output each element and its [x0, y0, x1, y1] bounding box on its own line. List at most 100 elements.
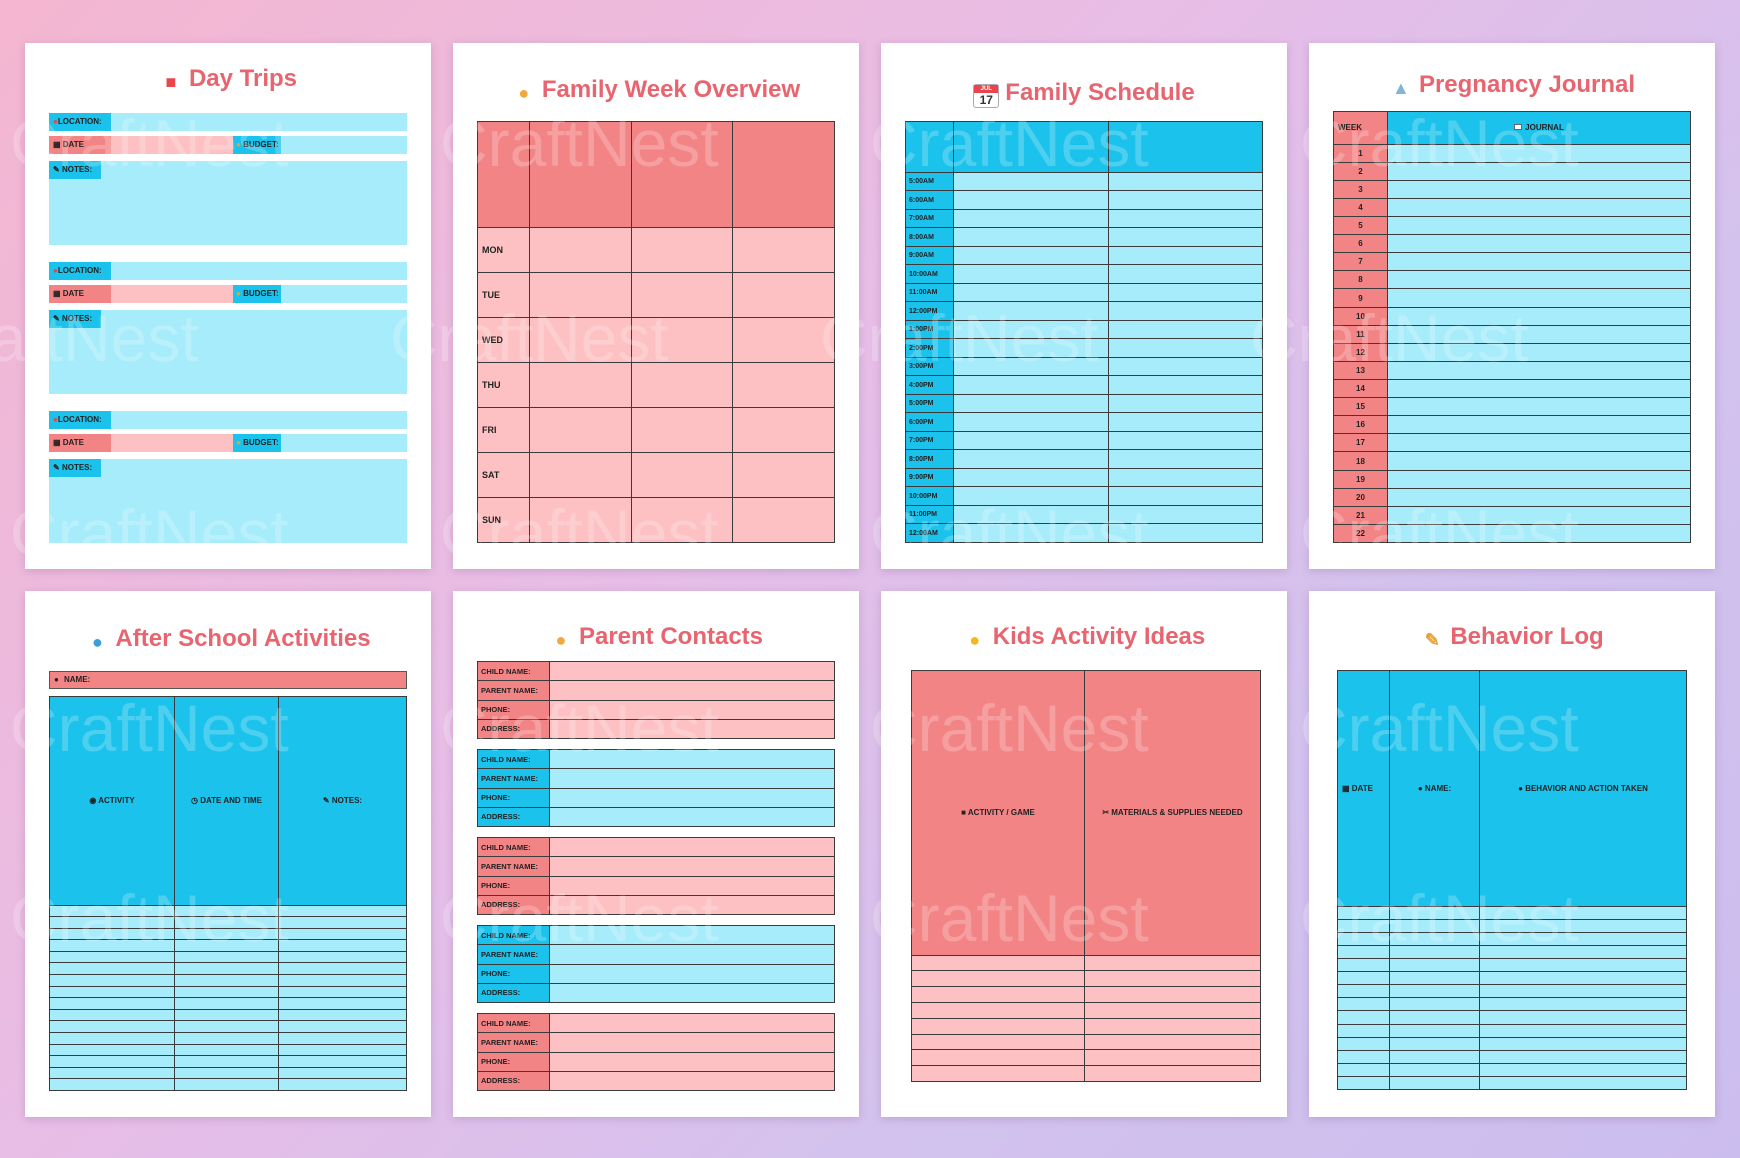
day-cell[interactable] [732, 272, 835, 319]
contact-field-value[interactable] [549, 963, 835, 984]
day-cell[interactable] [732, 496, 835, 544]
activity-cell[interactable] [49, 1066, 175, 1080]
behavior-cell[interactable] [1479, 918, 1687, 933]
behavior-cell[interactable] [1389, 1036, 1480, 1051]
day-cell[interactable] [630, 452, 734, 498]
activity-cell[interactable] [49, 939, 175, 952]
journal-cell[interactable] [1387, 379, 1691, 399]
behavior-cell[interactable] [1337, 1062, 1390, 1077]
activity-cell[interactable] [278, 904, 407, 918]
behavior-cell[interactable] [1479, 1049, 1687, 1064]
schedule-cell[interactable] [953, 319, 1109, 340]
activity-cell[interactable] [174, 916, 279, 929]
activity-cell[interactable] [49, 1055, 175, 1068]
activity-cell[interactable] [278, 1031, 407, 1045]
activity-cell[interactable] [174, 927, 279, 941]
journal-cell[interactable] [1387, 469, 1691, 489]
schedule-cell[interactable] [953, 208, 1109, 229]
schedule-cell[interactable] [1107, 227, 1263, 247]
contact-field-value[interactable] [549, 768, 835, 789]
activity-cell[interactable] [174, 1055, 279, 1068]
contact-field-value[interactable] [549, 718, 835, 740]
behavior-cell[interactable] [1389, 1023, 1480, 1038]
schedule-cell[interactable] [953, 449, 1109, 469]
journal-cell[interactable] [1387, 179, 1691, 199]
location-row[interactable]: ●LOCATION: [49, 262, 407, 280]
activity-cell[interactable] [49, 985, 175, 999]
contact-field-value[interactable] [549, 944, 835, 965]
day-cell[interactable] [630, 407, 734, 454]
behavior-cell[interactable] [1389, 1049, 1480, 1064]
schedule-cell[interactable] [1107, 319, 1263, 340]
activity-cell[interactable] [278, 916, 407, 929]
schedule-cell[interactable] [1107, 412, 1263, 432]
day-cell[interactable] [529, 272, 632, 319]
journal-cell[interactable] [1387, 143, 1691, 163]
day-cell[interactable] [529, 496, 632, 544]
activity-cell[interactable] [49, 974, 175, 987]
activity-cell[interactable] [174, 1066, 279, 1080]
idea-cell[interactable] [911, 1049, 1085, 1067]
behavior-cell[interactable] [1337, 944, 1390, 960]
schedule-cell[interactable] [953, 338, 1109, 358]
materials-cell[interactable] [1084, 986, 1261, 1003]
contact-field-value[interactable] [549, 1070, 835, 1092]
materials-cell[interactable] [1084, 1033, 1261, 1051]
activity-cell[interactable] [278, 1008, 407, 1022]
activity-cell[interactable] [278, 962, 407, 976]
schedule-cell[interactable] [953, 301, 1109, 321]
behavior-cell[interactable] [1389, 944, 1480, 960]
activity-cell[interactable] [278, 950, 407, 964]
contact-field-value[interactable] [549, 856, 835, 877]
schedule-cell[interactable] [1107, 208, 1263, 229]
behavior-cell[interactable] [1479, 997, 1687, 1012]
contact-field-value[interactable] [549, 748, 835, 770]
day-cell[interactable] [529, 317, 632, 364]
behavior-cell[interactable] [1479, 1075, 1687, 1091]
journal-cell[interactable] [1387, 324, 1691, 344]
budget-field[interactable] [281, 434, 407, 452]
idea-cell[interactable] [911, 1001, 1085, 1019]
day-cell[interactable] [630, 496, 734, 544]
schedule-cell[interactable] [953, 486, 1109, 506]
materials-cell[interactable] [1084, 1049, 1261, 1067]
journal-cell[interactable] [1387, 197, 1691, 218]
activity-cell[interactable] [278, 1020, 407, 1033]
activity-cell[interactable] [174, 1078, 279, 1091]
day-cell[interactable] [630, 362, 734, 409]
journal-cell[interactable] [1387, 216, 1691, 236]
journal-cell[interactable] [1387, 397, 1691, 417]
behavior-cell[interactable] [1479, 971, 1687, 986]
schedule-cell[interactable] [1107, 504, 1263, 525]
day-cell[interactable] [529, 407, 632, 454]
day-cell[interactable] [630, 272, 734, 319]
activity-cell[interactable] [174, 997, 279, 1010]
activity-cell[interactable] [278, 1078, 407, 1091]
behavior-cell[interactable] [1479, 984, 1687, 999]
journal-cell[interactable] [1387, 487, 1691, 507]
day-cell[interactable] [529, 362, 632, 409]
materials-cell[interactable] [1084, 1017, 1261, 1035]
behavior-cell[interactable] [1479, 944, 1687, 960]
location-row[interactable]: ●LOCATION: [49, 113, 407, 131]
location-row[interactable]: ●LOCATION: [49, 411, 407, 429]
day-cell[interactable] [732, 317, 835, 364]
activity-cell[interactable] [278, 927, 407, 941]
behavior-cell[interactable] [1337, 931, 1390, 946]
behavior-cell[interactable] [1337, 971, 1390, 986]
activity-cell[interactable] [278, 939, 407, 952]
activity-cell[interactable] [49, 997, 175, 1010]
behavior-cell[interactable] [1337, 984, 1390, 999]
notes-area[interactable]: ✎ NOTES: [49, 459, 407, 543]
idea-cell[interactable] [911, 1065, 1085, 1082]
activity-cell[interactable] [278, 997, 407, 1010]
day-cell[interactable] [732, 227, 835, 274]
journal-cell[interactable] [1387, 342, 1691, 362]
notes-area[interactable]: ✎ NOTES: [49, 161, 407, 245]
schedule-cell[interactable] [953, 430, 1109, 451]
materials-cell[interactable] [1084, 970, 1261, 988]
day-cell[interactable] [529, 227, 632, 274]
budget-field[interactable] [281, 136, 407, 154]
activity-cell[interactable] [174, 950, 279, 964]
schedule-cell[interactable] [953, 523, 1109, 543]
